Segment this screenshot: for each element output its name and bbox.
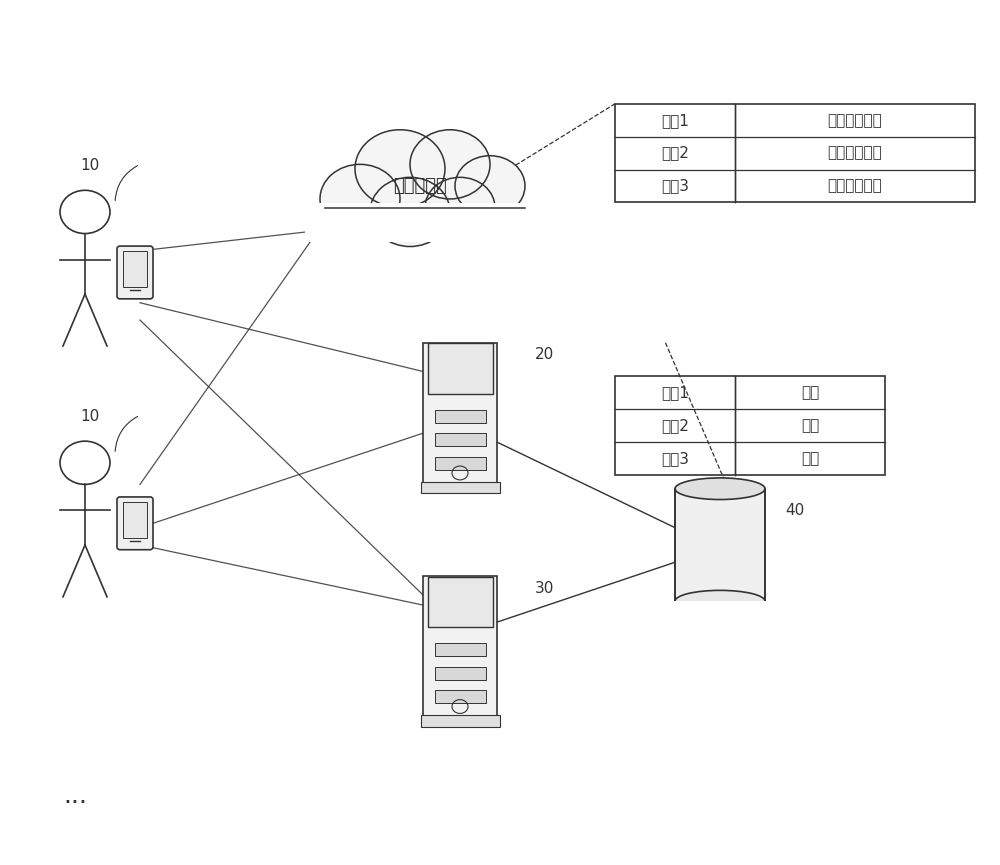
- FancyBboxPatch shape: [305, 203, 535, 242]
- Circle shape: [320, 164, 400, 234]
- Circle shape: [355, 130, 445, 208]
- FancyBboxPatch shape: [434, 457, 486, 470]
- Ellipse shape: [675, 591, 765, 612]
- Text: 用户2: 用户2: [661, 145, 689, 161]
- FancyBboxPatch shape: [123, 502, 147, 538]
- Text: 区块链网络: 区块链网络: [393, 177, 447, 195]
- FancyBboxPatch shape: [428, 343, 492, 394]
- FancyBboxPatch shape: [434, 667, 486, 680]
- Text: 10: 10: [80, 158, 100, 173]
- Text: ...: ...: [63, 784, 87, 808]
- Text: 10: 10: [80, 409, 100, 424]
- Text: 虚拟对象数据: 虚拟对象数据: [828, 112, 882, 128]
- Text: 40: 40: [785, 503, 804, 518]
- Circle shape: [425, 177, 495, 238]
- Circle shape: [410, 130, 490, 199]
- Text: 状态: 状态: [801, 418, 819, 433]
- FancyBboxPatch shape: [117, 247, 153, 298]
- Polygon shape: [673, 601, 767, 614]
- FancyBboxPatch shape: [423, 576, 497, 718]
- FancyBboxPatch shape: [420, 715, 500, 727]
- Text: 状态: 状态: [801, 385, 819, 400]
- FancyBboxPatch shape: [434, 410, 486, 423]
- Polygon shape: [675, 489, 765, 601]
- FancyBboxPatch shape: [123, 251, 147, 287]
- Text: 用户3: 用户3: [661, 451, 689, 466]
- Ellipse shape: [675, 477, 765, 500]
- Text: 用户2: 用户2: [661, 418, 689, 433]
- Circle shape: [370, 177, 450, 247]
- Text: 虚拟对象数据: 虚拟对象数据: [828, 178, 882, 194]
- Circle shape: [455, 156, 525, 216]
- Text: 用户3: 用户3: [661, 178, 689, 194]
- FancyBboxPatch shape: [420, 482, 500, 493]
- FancyBboxPatch shape: [423, 343, 497, 484]
- FancyBboxPatch shape: [434, 644, 486, 657]
- FancyBboxPatch shape: [428, 577, 492, 627]
- FancyBboxPatch shape: [434, 433, 486, 446]
- Text: 20: 20: [535, 347, 554, 362]
- FancyBboxPatch shape: [117, 497, 153, 550]
- Text: 状态: 状态: [801, 451, 819, 466]
- Text: 虚拟对象数据: 虚拟对象数据: [828, 145, 882, 161]
- Text: 30: 30: [535, 580, 554, 596]
- Text: 用户1: 用户1: [661, 112, 689, 128]
- Text: 用户1: 用户1: [661, 385, 689, 400]
- FancyBboxPatch shape: [434, 690, 486, 703]
